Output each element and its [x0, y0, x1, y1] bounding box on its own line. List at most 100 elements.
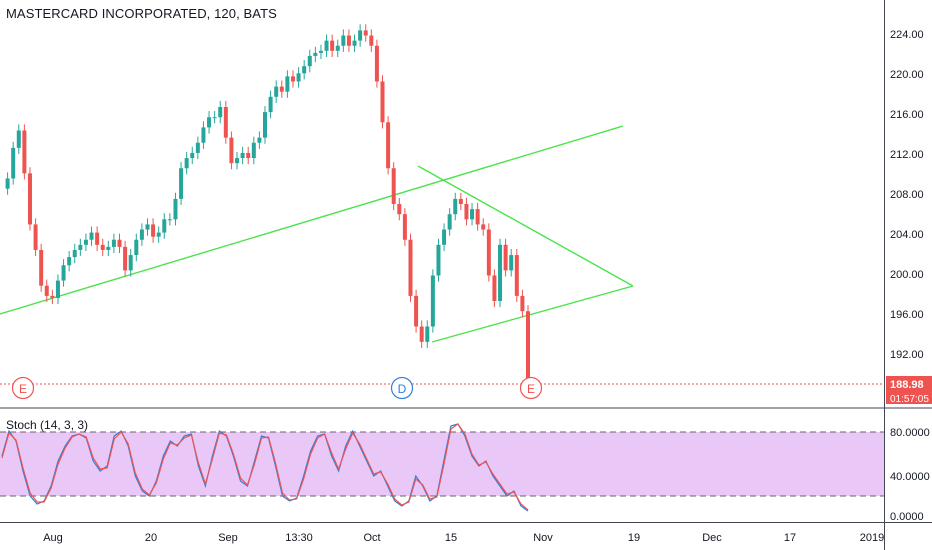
candle: [363, 30, 368, 36]
time-tick: Aug: [43, 532, 63, 544]
trendline-lower-triangle[interactable]: [431, 285, 634, 343]
dividend-marker-letter: D: [398, 382, 407, 396]
candle: [39, 249, 44, 286]
candle: [50, 295, 55, 298]
candle: [67, 257, 72, 266]
trendline-support[interactable]: [0, 125, 624, 315]
candle: [128, 255, 133, 271]
candle: [156, 232, 161, 237]
candle: [341, 35, 346, 46]
candle: [212, 117, 217, 119]
time-tick: Nov: [533, 532, 553, 544]
candle: [16, 130, 21, 148]
earnings-marker-2-letter: E: [527, 382, 535, 396]
candle: [195, 142, 200, 153]
candle: [235, 158, 240, 164]
candle: [190, 152, 195, 159]
time-tick: 17: [784, 532, 796, 544]
candle: [313, 52, 318, 56]
earnings-marker-1[interactable]: E: [11, 376, 35, 400]
candle: [111, 239, 116, 247]
candle: [296, 73, 301, 82]
candle: [335, 45, 340, 51]
candle: [352, 40, 357, 46]
candle: [55, 280, 60, 298]
candle: [279, 86, 284, 92]
dividend-marker[interactable]: D: [390, 376, 414, 400]
candle: [419, 326, 424, 342]
time-tick: Oct: [363, 532, 380, 544]
candle: [95, 232, 100, 245]
price-tick: 208.00: [890, 189, 924, 201]
candle: [173, 198, 178, 220]
stoch-d-line: [1, 423, 529, 511]
candle: [61, 265, 66, 281]
candle: [83, 239, 88, 245]
candle: [318, 50, 323, 53]
stoch-lines: [1, 423, 529, 512]
stoch-tick: 80.0000: [890, 427, 930, 439]
time-tick: Dec: [702, 532, 722, 544]
candle: [201, 127, 206, 143]
candle: [425, 326, 430, 342]
candle: [475, 209, 480, 225]
candle: [257, 137, 262, 143]
time-tick: 13:30: [285, 532, 313, 544]
candle: [302, 66, 307, 74]
candle: [402, 214, 407, 240]
bar-countdown: 01:57:05: [890, 394, 929, 405]
candle: [33, 224, 38, 250]
earnings-marker-1-letter: E: [19, 382, 27, 396]
candle: [498, 244, 503, 301]
candle: [167, 219, 172, 221]
candle: [134, 239, 139, 256]
candle: [509, 255, 514, 271]
candle: [380, 81, 385, 123]
candle: [514, 255, 519, 296]
trendline-upper-triangle[interactable]: [417, 165, 634, 287]
candle: [414, 295, 419, 327]
candle: [223, 107, 228, 138]
stoch-tick: 0.0000: [890, 511, 924, 523]
candle: [290, 76, 295, 82]
price-tick: 200.00: [890, 269, 924, 281]
candle: [369, 35, 374, 46]
price-tick: 196.00: [890, 309, 924, 321]
candle: [139, 229, 144, 240]
candle: [117, 239, 122, 247]
candle: [453, 198, 458, 215]
candle: [503, 244, 508, 271]
candle: [106, 246, 111, 250]
candle: [486, 229, 491, 276]
candles: [5, 24, 530, 394]
candle: [470, 209, 475, 220]
candle: [100, 244, 105, 250]
time-tick: 20: [145, 532, 157, 544]
candle: [447, 214, 452, 230]
candle: [72, 249, 77, 258]
earnings-marker-2[interactable]: E: [519, 376, 543, 400]
time-tick: 19: [628, 532, 640, 544]
candle: [464, 204, 469, 220]
candle: [78, 244, 83, 250]
price-tick: 224.00: [890, 29, 924, 41]
candle: [374, 45, 379, 82]
candle: [22, 130, 27, 174]
candle: [218, 107, 223, 118]
chart-title: MASTERCARD INCORPORATED, 120, BATS: [6, 6, 277, 21]
candle: [285, 76, 290, 92]
price-tick: 212.00: [890, 149, 924, 161]
candle: [207, 117, 212, 128]
stoch-tick: 40.0000: [890, 471, 930, 483]
candle: [324, 40, 329, 51]
candle: [358, 30, 363, 41]
candle: [397, 204, 402, 215]
candle: [145, 224, 150, 230]
candle: [229, 137, 234, 164]
candle: [5, 178, 10, 189]
candle: [458, 198, 463, 204]
candle: [520, 295, 525, 312]
candle: [442, 229, 447, 245]
candle: [346, 35, 351, 46]
